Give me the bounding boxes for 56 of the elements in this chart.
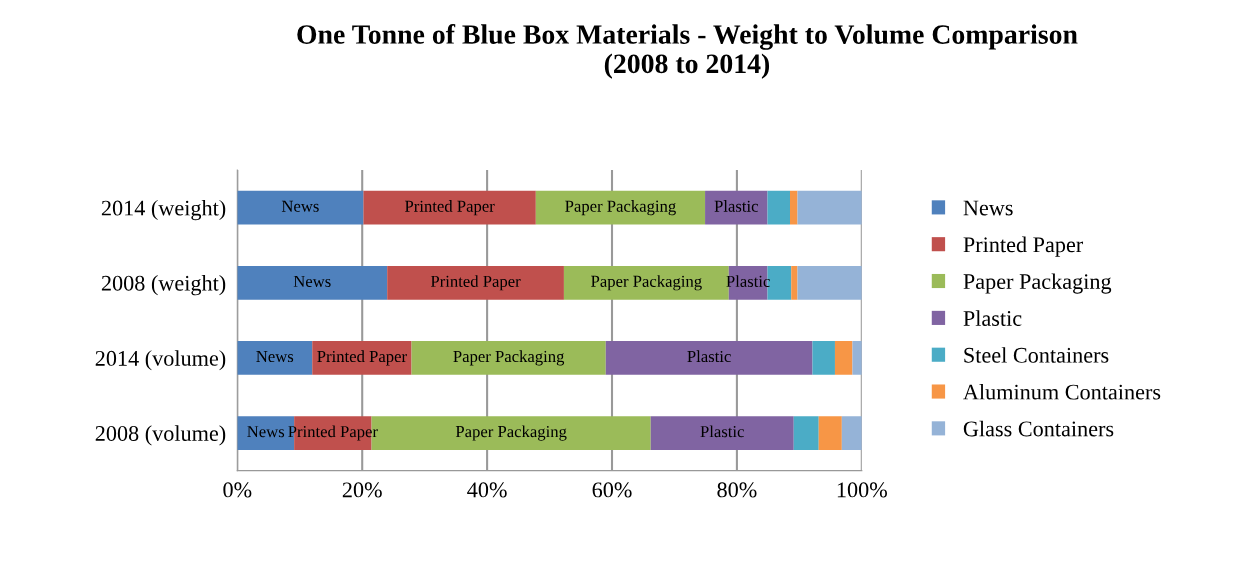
bar bbox=[789, 190, 798, 225]
data-label: Plastic bbox=[700, 425, 744, 438]
bar bbox=[793, 416, 819, 450]
data-label: Paper Packaging bbox=[565, 200, 676, 216]
data-label: News bbox=[293, 275, 331, 287]
data-label: News bbox=[256, 351, 294, 363]
data-label: Printed Paper bbox=[404, 200, 495, 216]
y-tick-label: 2008 (weight) bbox=[101, 275, 226, 296]
bar bbox=[535, 190, 706, 225]
bar bbox=[705, 190, 768, 225]
bar bbox=[797, 265, 862, 300]
legend-label: News bbox=[963, 200, 1013, 216]
bar bbox=[363, 190, 536, 225]
data-label: News bbox=[247, 426, 285, 438]
legend-label: Paper Packaging bbox=[963, 273, 1112, 294]
bar bbox=[728, 265, 768, 300]
x-tick-label: 80% bbox=[717, 482, 757, 498]
bar bbox=[650, 416, 794, 450]
x-tick-label: 40% bbox=[467, 482, 507, 498]
data-label: Paper Packaging bbox=[453, 350, 565, 366]
data-label: Plastic bbox=[687, 350, 731, 363]
data-label: Plastic bbox=[714, 200, 758, 212]
y-tick-label: 2014 (weight) bbox=[101, 199, 226, 221]
bar bbox=[411, 341, 606, 375]
chart-title: One Tonne of Blue Box Materials - Weight to Volume Comparison (2008 to 2014) bbox=[297, 24, 1078, 79]
x-tick-label: 0% bbox=[223, 482, 252, 498]
bar bbox=[834, 341, 853, 375]
bar bbox=[312, 341, 412, 375]
data-label: News bbox=[281, 200, 319, 212]
legend-label: Printed Paper bbox=[963, 236, 1084, 257]
bar bbox=[791, 265, 798, 300]
bar bbox=[797, 190, 862, 225]
legend-label: Glass Containers bbox=[963, 420, 1114, 437]
bar bbox=[387, 265, 564, 300]
bar bbox=[237, 265, 388, 300]
legend-label: Steel Containers bbox=[964, 347, 1109, 363]
bar bbox=[237, 190, 364, 225]
legend-label: Aluminum Containers bbox=[963, 383, 1161, 400]
bar bbox=[237, 341, 313, 375]
y-tick-label: 2014 (volume) bbox=[95, 350, 226, 371]
bar bbox=[841, 416, 862, 450]
data-label: Printed Paper bbox=[430, 275, 521, 291]
data-label: Plastic bbox=[726, 275, 770, 287]
y-tick-label: 2008 (volume) bbox=[95, 425, 226, 446]
data-label: Paper Packaging bbox=[591, 275, 702, 291]
bar bbox=[767, 190, 790, 225]
legend-label: Plastic bbox=[963, 310, 1022, 326]
data-label: Printed Paper bbox=[317, 350, 407, 366]
bar bbox=[605, 341, 813, 375]
bar bbox=[812, 341, 835, 375]
bar bbox=[852, 341, 862, 375]
data-label: Paper Packaging bbox=[455, 425, 567, 441]
x-tick-label: 100% bbox=[837, 482, 887, 498]
x-tick-label: 20% bbox=[342, 482, 382, 498]
bar bbox=[818, 416, 842, 450]
x-tick-label: 60% bbox=[592, 482, 632, 498]
